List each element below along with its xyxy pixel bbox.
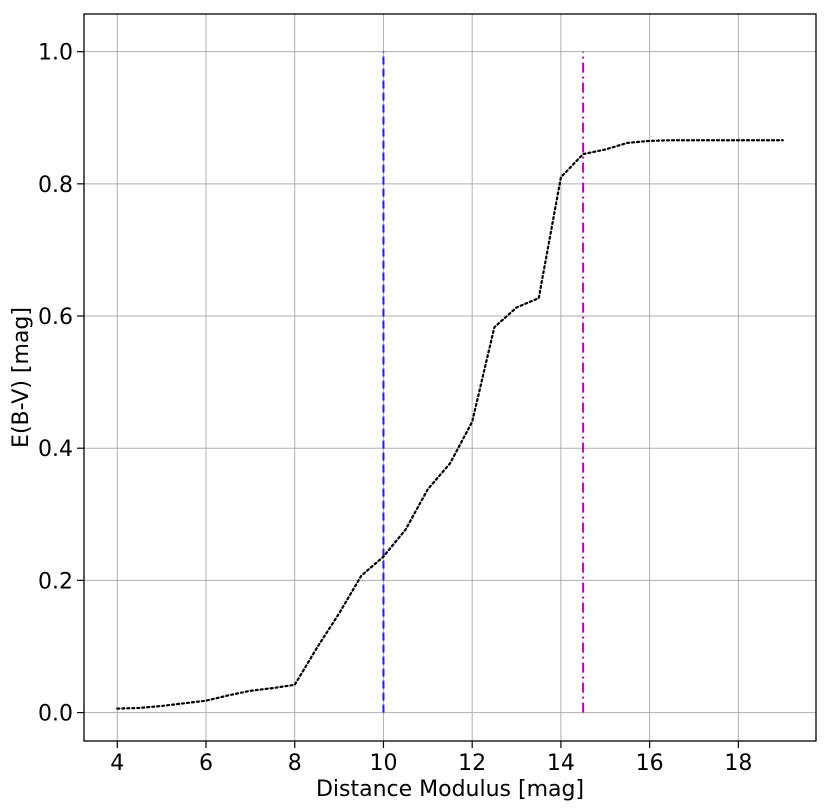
x-tick-label-5: 14 — [547, 751, 575, 776]
x-tick-label-3: 10 — [369, 751, 397, 776]
y-tick-label-4: 0.8 — [38, 173, 73, 198]
x-tick-label-0: 4 — [110, 751, 124, 776]
grid — [84, 14, 816, 741]
plot-frame — [83, 13, 817, 742]
series-line-0 — [116, 139, 784, 710]
x-tick-label-7: 18 — [724, 751, 752, 776]
series-group — [116, 139, 784, 710]
x-tick-label-6: 16 — [636, 751, 664, 776]
y-tick-label-3: 0.6 — [38, 305, 73, 330]
x-tick-label-1: 6 — [199, 751, 213, 776]
x-tick-label-2: 8 — [288, 751, 302, 776]
ticks: 4 6 8 10 12 14 16 18 0.0 0.2 0.4 0.6 0.8 1.0 — [38, 41, 752, 776]
y-tick-label-5: 1.0 — [38, 41, 73, 66]
y-tick-label-1: 0.2 — [38, 569, 73, 594]
x-axis-label: Distance Modulus [mag] — [316, 777, 584, 802]
x-tick-label-4: 12 — [458, 751, 486, 776]
reference-lines — [382, 51, 585, 713]
y-tick-label-0: 0.0 — [38, 702, 73, 727]
y-axis-label: E(B-V) [mag] — [9, 307, 34, 448]
y-tick-label-2: 0.4 — [38, 437, 73, 462]
